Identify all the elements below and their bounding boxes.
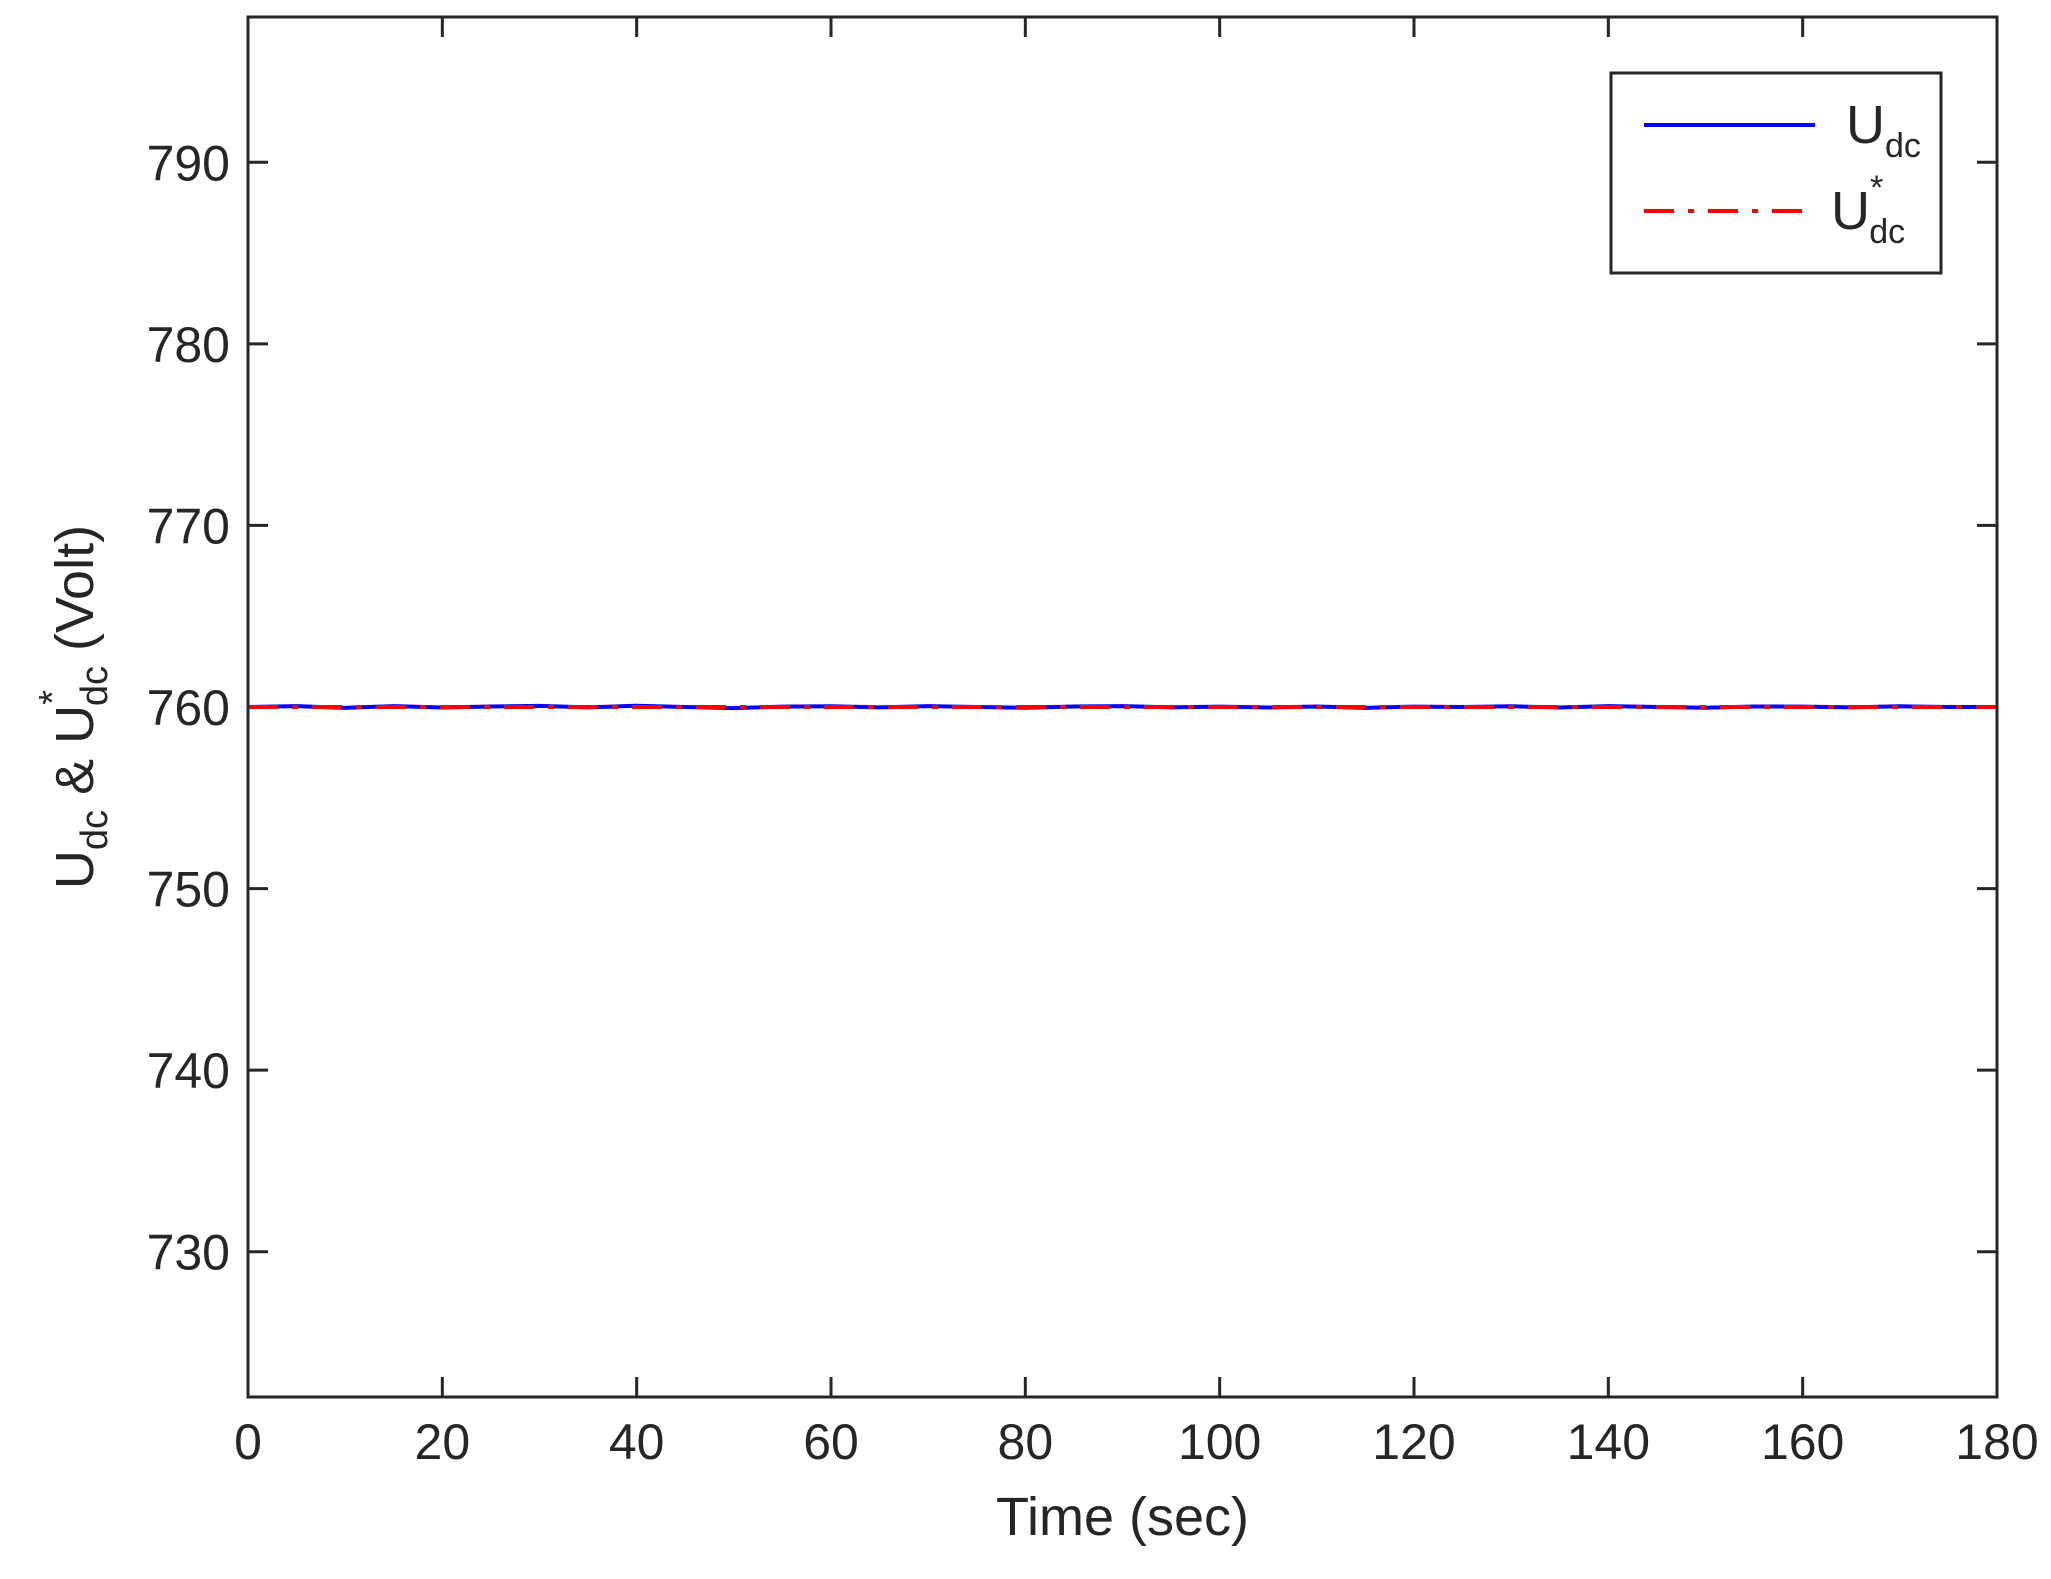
y-axis-label-part: & U — [45, 705, 105, 810]
x-tick-label: 100 — [1178, 1414, 1261, 1470]
y-axis-label-part: dc — [74, 810, 116, 850]
plot-frame — [246, 15, 1999, 1399]
x-tick-label: 40 — [609, 1414, 665, 1470]
legend-label: U* dc — [1831, 169, 1905, 251]
y-tick-label: 740 — [147, 1043, 230, 1099]
y-tick-label: 760 — [147, 680, 230, 736]
y-axis-label-part: (Volt) — [45, 525, 105, 666]
x-tick-label: 160 — [1761, 1414, 1844, 1470]
legend-label: Udc — [1846, 95, 1921, 165]
legend-box — [1609, 71, 1943, 275]
y-axis-label: Udc & U*dc (Volt) — [32, 525, 116, 889]
x-tick-label: 180 — [1955, 1414, 2038, 1470]
x-tick-label: 60 — [803, 1414, 859, 1470]
y-tick-label: 790 — [147, 135, 230, 191]
legend-label-name: U — [1831, 181, 1870, 241]
x-tick-label: 80 — [998, 1414, 1054, 1470]
y-axis-label-part: * — [32, 690, 74, 705]
x-tick-label: 20 — [415, 1414, 471, 1470]
y-tick-label: 770 — [147, 498, 230, 554]
x-tick-label: 140 — [1567, 1414, 1650, 1470]
legend-label-sub: dc — [1885, 127, 1921, 165]
x-axis-label: Time (sec) — [996, 1487, 1249, 1547]
x-tick-label: 0 — [234, 1414, 262, 1470]
y-axis-label-part: dc — [74, 666, 116, 706]
y-axis-label-part: U — [45, 850, 105, 889]
y-tick-label: 730 — [147, 1225, 230, 1281]
legend-label-sup: * — [1870, 169, 1883, 207]
y-tick-label: 750 — [147, 862, 230, 918]
legend-label-sub: dc — [1869, 213, 1905, 251]
x-tick-label: 120 — [1372, 1414, 1455, 1470]
y-tick-label: 780 — [147, 317, 230, 373]
legend-label-name: U — [1846, 95, 1885, 155]
